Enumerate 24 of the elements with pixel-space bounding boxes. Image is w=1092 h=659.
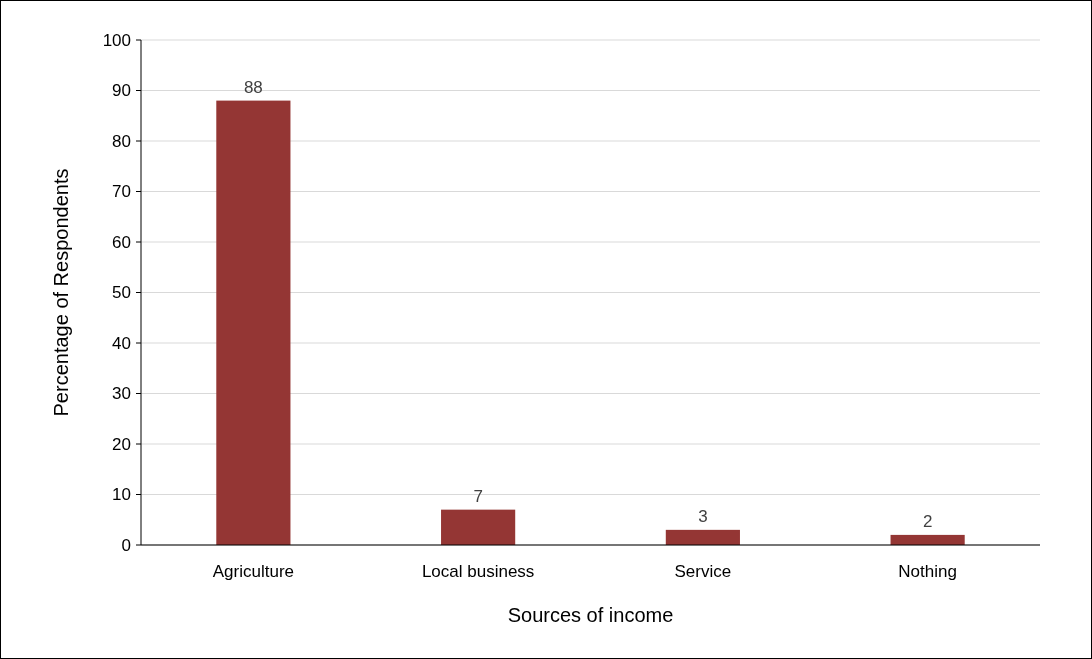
y-tick-label: 20: [112, 434, 131, 454]
x-tick-label: Service: [674, 562, 732, 581]
y-axis-title: Percentage of Respondents: [50, 168, 72, 417]
x-tick-label: Nothing: [898, 562, 957, 581]
data-label: 3: [698, 506, 708, 526]
y-tick-label: 30: [112, 384, 131, 404]
y-tick-label: 80: [112, 131, 131, 151]
y-tick-label: 70: [112, 182, 131, 202]
bar: [441, 509, 516, 545]
y-tick-label: 50: [112, 283, 131, 303]
bar: [665, 529, 740, 545]
x-axis-title: Sources of income: [507, 604, 674, 626]
y-tick-label: 0: [121, 535, 131, 555]
y-tick-label: 40: [112, 333, 131, 353]
y-tick-label: 100: [102, 30, 131, 50]
y-tick-label: 10: [112, 485, 131, 505]
data-label: 88: [243, 77, 263, 97]
x-tick-label: Agriculture: [212, 562, 295, 581]
y-tick-label: 90: [112, 81, 131, 101]
y-tick-label: 60: [112, 232, 131, 252]
x-tick-label: Local business: [421, 562, 535, 581]
data-label: 2: [922, 511, 933, 531]
data-label: 7: [473, 486, 483, 506]
bar: [216, 100, 291, 545]
